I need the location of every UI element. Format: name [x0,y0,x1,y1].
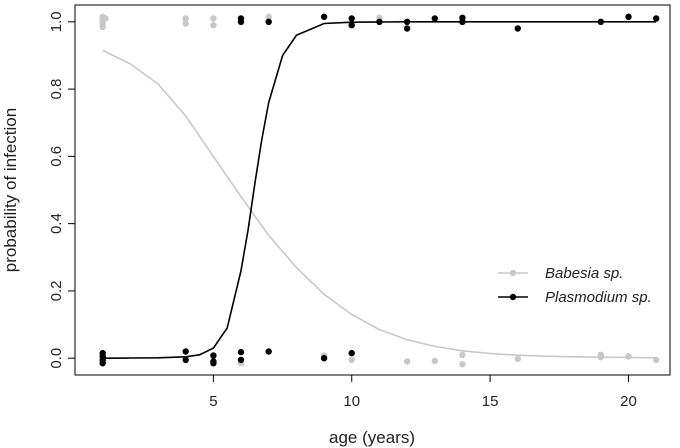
x-axis-label: age (years) [329,428,415,447]
data-points [99,13,660,368]
point-plasmodium [348,22,355,29]
point-plasmodium [237,356,245,364]
point-babesia [348,356,355,364]
x-tick-label: 15 [482,393,499,410]
point-babesia [265,13,272,20]
point-plasmodium [514,25,521,32]
point-babesia [182,20,189,27]
point-babesia [403,358,411,365]
x-tick-label: 20 [620,393,637,410]
point-babesia [210,15,217,22]
point-babesia [210,22,217,29]
point-babesia [625,353,632,360]
y-axis-label: probability of infection [1,108,20,272]
point-plasmodium [237,18,245,25]
curve-plasmodium [102,21,657,359]
x-axis: 5 10 15 20 [209,375,637,410]
point-plasmodium [182,348,189,355]
x-tick-label: 10 [343,393,360,410]
y-tick-label: 0.6 [48,146,65,167]
point-plasmodium [348,15,355,22]
point-plasmodium [265,348,272,355]
fitted-curves [102,21,657,359]
legend-marker-babesia [509,269,517,277]
point-babesia [514,355,521,363]
legend-label-babesia: Babesia sp. [545,265,623,282]
point-plasmodium [210,360,217,367]
point-babesia [597,354,604,361]
point-babesia [431,357,438,365]
point-babesia [99,23,106,31]
point-plasmodium [403,25,411,32]
point-plasmodium [320,355,328,362]
point-plasmodium [597,18,604,25]
point-plasmodium [348,349,355,357]
x-tick-label: 5 [209,393,217,410]
point-plasmodium [625,13,632,20]
y-axis: 0.0 0.2 0.4 0.6 0.8 1.0 [48,11,75,369]
legend-label-plasmodium: Plasmodium sp. [545,289,652,306]
point-plasmodium [320,13,328,20]
point-plasmodium [237,348,245,356]
point-plasmodium [376,18,383,25]
y-tick-label: 0.8 [48,79,65,100]
point-plasmodium [431,15,438,22]
point-plasmodium [403,18,411,25]
point-plasmodium [99,360,106,367]
legend-marker-plasmodium [509,293,517,301]
y-tick-label: 1.0 [48,11,65,32]
point-plasmodium [210,352,217,359]
point-babesia [653,356,660,364]
point-babesia [182,15,189,22]
point-plasmodium [459,18,466,25]
plot-frame [74,4,671,376]
point-babesia [459,361,466,368]
point-plasmodium [182,356,189,364]
point-plasmodium [265,18,272,25]
point-babesia [459,351,466,358]
curve-babesia [102,49,657,359]
point-plasmodium [653,15,660,22]
point-babesia [102,15,109,22]
legend: Babesia sp. Plasmodium sp. [498,265,652,306]
y-tick-label: 0.0 [48,348,65,369]
y-tick-label: 0.2 [48,280,65,301]
y-tick-label: 0.4 [48,213,65,234]
